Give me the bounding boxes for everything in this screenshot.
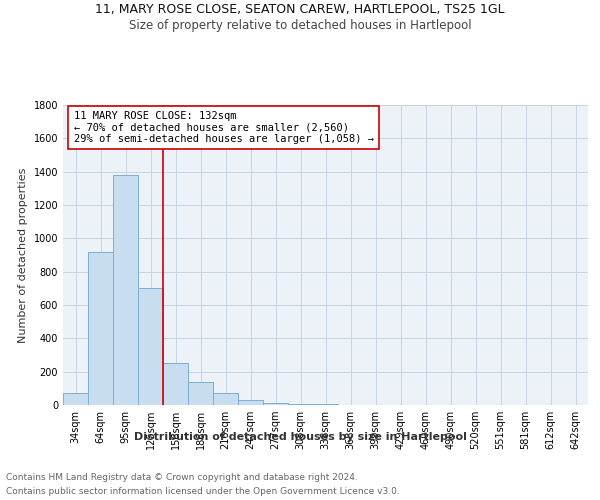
Bar [213, 392, 238, 405]
Bar [313, 404, 338, 405]
Bar [138, 288, 163, 405]
Bar [88, 252, 113, 405]
Text: Contains public sector information licensed under the Open Government Licence v3: Contains public sector information licen… [6, 488, 400, 496]
Bar [263, 402, 288, 405]
Bar [188, 382, 213, 405]
Text: Size of property relative to detached houses in Hartlepool: Size of property relative to detached ho… [128, 19, 472, 32]
Bar [113, 175, 138, 405]
Y-axis label: Number of detached properties: Number of detached properties [18, 168, 28, 342]
Text: Contains HM Land Registry data © Crown copyright and database right 2024.: Contains HM Land Registry data © Crown c… [6, 472, 358, 482]
Text: Distribution of detached houses by size in Hartlepool: Distribution of detached houses by size … [134, 432, 466, 442]
Bar [163, 364, 188, 405]
Bar [288, 404, 313, 405]
Bar [63, 392, 88, 405]
Text: 11 MARY ROSE CLOSE: 132sqm
← 70% of detached houses are smaller (2,560)
29% of s: 11 MARY ROSE CLOSE: 132sqm ← 70% of deta… [74, 111, 373, 144]
Bar [338, 404, 363, 405]
Text: 11, MARY ROSE CLOSE, SEATON CAREW, HARTLEPOOL, TS25 1GL: 11, MARY ROSE CLOSE, SEATON CAREW, HARTL… [95, 2, 505, 16]
Bar [238, 400, 263, 405]
